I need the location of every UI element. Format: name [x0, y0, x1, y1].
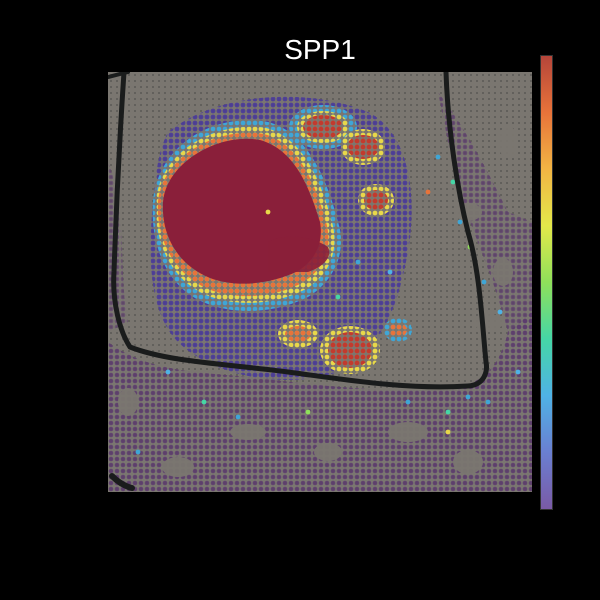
tissue-image	[108, 72, 532, 492]
expression-hotspots	[278, 105, 412, 374]
scattered-spots	[135, 154, 521, 455]
tissue-image-panel	[108, 72, 532, 492]
colorbar	[540, 55, 553, 510]
plot-title: SPP1	[284, 34, 356, 65]
low-expression-region-lower	[108, 312, 532, 492]
tissue-gaps	[118, 126, 518, 477]
tissue-fold-lines	[108, 72, 489, 491]
necrotic-core-extension	[268, 236, 330, 272]
